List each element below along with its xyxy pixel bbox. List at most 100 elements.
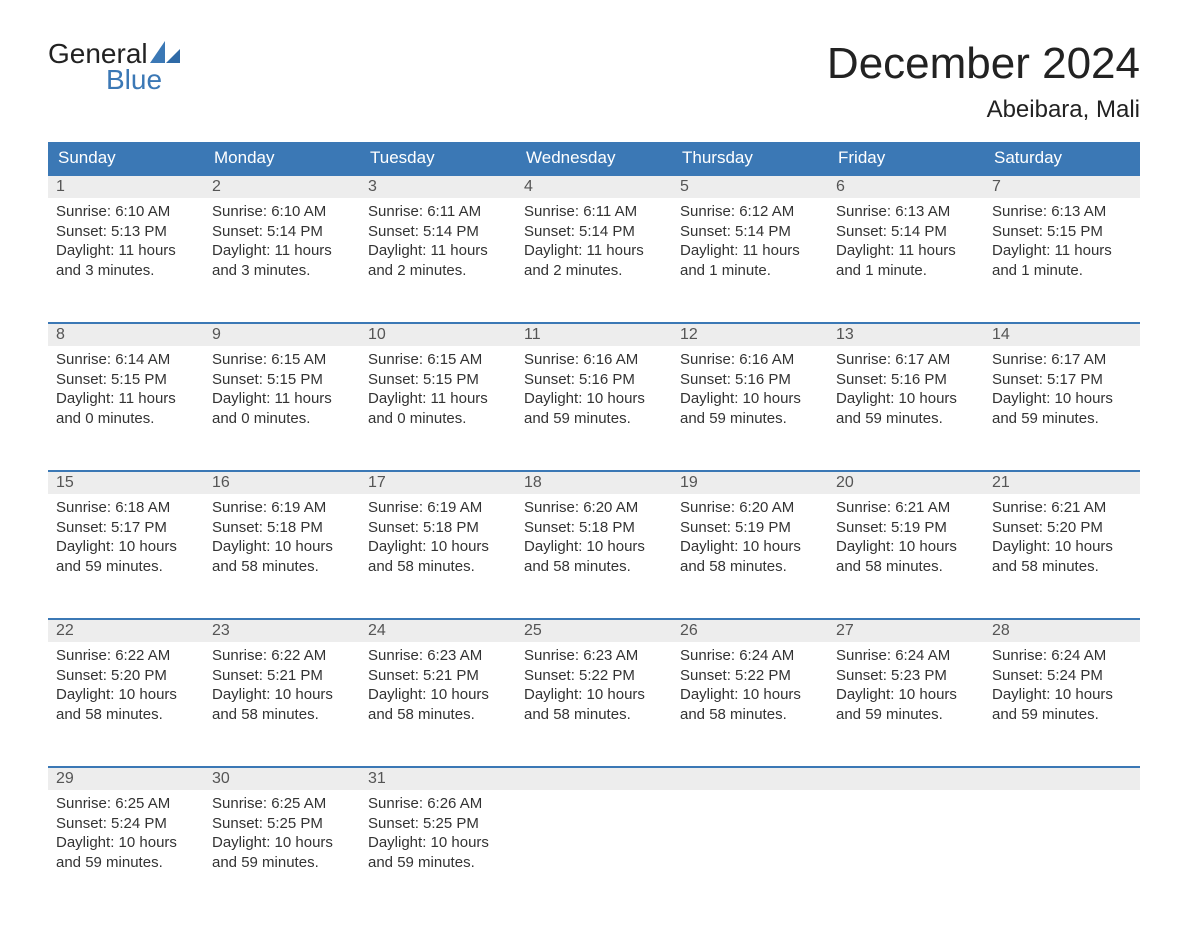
day-info: Sunrise: 6:20 AMSunset: 5:18 PMDaylight:… — [524, 498, 664, 576]
day-sunset: Sunset: 5:14 PM — [680, 222, 820, 242]
calendar: SundayMondayTuesdayWednesdayThursdayFrid… — [48, 142, 1140, 900]
day-sunrise: Sunrise: 6:16 AM — [680, 350, 820, 370]
day-info: Sunrise: 6:19 AMSunset: 5:18 PMDaylight:… — [212, 498, 352, 576]
day-cell-30: Sunrise: 6:25 AMSunset: 5:25 PMDaylight:… — [204, 790, 360, 900]
day-number-25: 25 — [516, 620, 672, 642]
day-d1: Daylight: 10 hours — [524, 685, 664, 705]
day-cell-27: Sunrise: 6:24 AMSunset: 5:23 PMDaylight:… — [828, 642, 984, 752]
day-sunrise: Sunrise: 6:24 AM — [992, 646, 1132, 666]
day-d1: Daylight: 10 hours — [992, 537, 1132, 557]
day-d2: and 59 minutes. — [680, 409, 820, 429]
day-sunset: Sunset: 5:24 PM — [992, 666, 1132, 686]
day-sunset: Sunset: 5:13 PM — [56, 222, 196, 242]
day-d1: Daylight: 10 hours — [680, 685, 820, 705]
day-number-17: 17 — [360, 472, 516, 494]
day-d1: Daylight: 10 hours — [56, 537, 196, 557]
day-cell-empty — [516, 790, 672, 900]
day-d2: and 58 minutes. — [368, 557, 508, 577]
day-info: Sunrise: 6:25 AMSunset: 5:24 PMDaylight:… — [56, 794, 196, 872]
day-number-12: 12 — [672, 324, 828, 346]
day-d1: Daylight: 10 hours — [368, 833, 508, 853]
day-d1: Daylight: 10 hours — [524, 537, 664, 557]
page-header: General Blue December 2024 Abeibara, Mal… — [48, 40, 1140, 124]
day-d1: Daylight: 11 hours — [212, 241, 352, 261]
dow-sunday: Sunday — [48, 142, 204, 174]
day-d2: and 58 minutes. — [680, 705, 820, 725]
day-sunrise: Sunrise: 6:19 AM — [368, 498, 508, 518]
day-sunset: Sunset: 5:15 PM — [212, 370, 352, 390]
day-cell-31: Sunrise: 6:26 AMSunset: 5:25 PMDaylight:… — [360, 790, 516, 900]
day-cell-18: Sunrise: 6:20 AMSunset: 5:18 PMDaylight:… — [516, 494, 672, 604]
day-d1: Daylight: 10 hours — [212, 537, 352, 557]
day-sunset: Sunset: 5:15 PM — [368, 370, 508, 390]
day-d2: and 58 minutes. — [836, 557, 976, 577]
day-d2: and 59 minutes. — [524, 409, 664, 429]
day-info: Sunrise: 6:22 AMSunset: 5:20 PMDaylight:… — [56, 646, 196, 724]
day-info: Sunrise: 6:24 AMSunset: 5:23 PMDaylight:… — [836, 646, 976, 724]
daynum-row: 22232425262728 — [48, 620, 1140, 642]
day-info: Sunrise: 6:16 AMSunset: 5:16 PMDaylight:… — [524, 350, 664, 428]
day-number-29: 29 — [48, 768, 204, 790]
day-sunset: Sunset: 5:25 PM — [212, 814, 352, 834]
day-d1: Daylight: 11 hours — [56, 241, 196, 261]
day-d2: and 59 minutes. — [56, 557, 196, 577]
day-sunset: Sunset: 5:15 PM — [992, 222, 1132, 242]
day-sunrise: Sunrise: 6:18 AM — [56, 498, 196, 518]
weeks-container: 1234567Sunrise: 6:10 AMSunset: 5:13 PMDa… — [48, 174, 1140, 900]
day-d1: Daylight: 11 hours — [680, 241, 820, 261]
day-cell-15: Sunrise: 6:18 AMSunset: 5:17 PMDaylight:… — [48, 494, 204, 604]
day-sunset: Sunset: 5:22 PM — [680, 666, 820, 686]
day-number-27: 27 — [828, 620, 984, 642]
title-block: December 2024 Abeibara, Mali — [827, 40, 1140, 124]
day-sunset: Sunset: 5:19 PM — [836, 518, 976, 538]
day-cell-13: Sunrise: 6:17 AMSunset: 5:16 PMDaylight:… — [828, 346, 984, 456]
day-d1: Daylight: 10 hours — [212, 833, 352, 853]
day-d1: Daylight: 10 hours — [992, 685, 1132, 705]
day-d1: Daylight: 10 hours — [992, 389, 1132, 409]
day-sunrise: Sunrise: 6:21 AM — [992, 498, 1132, 518]
day-number-8: 8 — [48, 324, 204, 346]
day-sunrise: Sunrise: 6:24 AM — [836, 646, 976, 666]
day-sunrise: Sunrise: 6:11 AM — [368, 202, 508, 222]
day-number-1: 1 — [48, 176, 204, 198]
day-info: Sunrise: 6:12 AMSunset: 5:14 PMDaylight:… — [680, 202, 820, 280]
day-number-empty — [516, 768, 672, 790]
day-d1: Daylight: 11 hours — [368, 241, 508, 261]
day-d1: Daylight: 10 hours — [524, 389, 664, 409]
day-sunrise: Sunrise: 6:16 AM — [524, 350, 664, 370]
day-d1: Daylight: 10 hours — [368, 685, 508, 705]
dow-header-row: SundayMondayTuesdayWednesdayThursdayFrid… — [48, 142, 1140, 174]
day-number-19: 19 — [672, 472, 828, 494]
day-d1: Daylight: 10 hours — [212, 685, 352, 705]
day-d1: Daylight: 10 hours — [56, 685, 196, 705]
day-number-7: 7 — [984, 176, 1140, 198]
day-cell-empty — [984, 790, 1140, 900]
day-d2: and 58 minutes. — [524, 557, 664, 577]
logo-word-blue: Blue — [48, 66, 180, 94]
day-sunset: Sunset: 5:18 PM — [368, 518, 508, 538]
day-sunrise: Sunrise: 6:22 AM — [56, 646, 196, 666]
day-d2: and 59 minutes. — [56, 853, 196, 873]
day-cell-empty — [828, 790, 984, 900]
day-cell-10: Sunrise: 6:15 AMSunset: 5:15 PMDaylight:… — [360, 346, 516, 456]
day-sunset: Sunset: 5:14 PM — [212, 222, 352, 242]
daynum-row: 1234567 — [48, 176, 1140, 198]
day-number-2: 2 — [204, 176, 360, 198]
day-d1: Daylight: 11 hours — [992, 241, 1132, 261]
day-number-21: 21 — [984, 472, 1140, 494]
day-info: Sunrise: 6:13 AMSunset: 5:15 PMDaylight:… — [992, 202, 1132, 280]
day-info: Sunrise: 6:14 AMSunset: 5:15 PMDaylight:… — [56, 350, 196, 428]
dow-monday: Monday — [204, 142, 360, 174]
day-cell-24: Sunrise: 6:23 AMSunset: 5:21 PMDaylight:… — [360, 642, 516, 752]
day-cell-12: Sunrise: 6:16 AMSunset: 5:16 PMDaylight:… — [672, 346, 828, 456]
day-info: Sunrise: 6:24 AMSunset: 5:24 PMDaylight:… — [992, 646, 1132, 724]
day-number-24: 24 — [360, 620, 516, 642]
day-d2: and 0 minutes. — [56, 409, 196, 429]
day-number-20: 20 — [828, 472, 984, 494]
day-d2: and 59 minutes. — [992, 409, 1132, 429]
day-info: Sunrise: 6:10 AMSunset: 5:14 PMDaylight:… — [212, 202, 352, 280]
day-cell-8: Sunrise: 6:14 AMSunset: 5:15 PMDaylight:… — [48, 346, 204, 456]
day-number-18: 18 — [516, 472, 672, 494]
day-cell-25: Sunrise: 6:23 AMSunset: 5:22 PMDaylight:… — [516, 642, 672, 752]
day-cell-7: Sunrise: 6:13 AMSunset: 5:15 PMDaylight:… — [984, 198, 1140, 308]
